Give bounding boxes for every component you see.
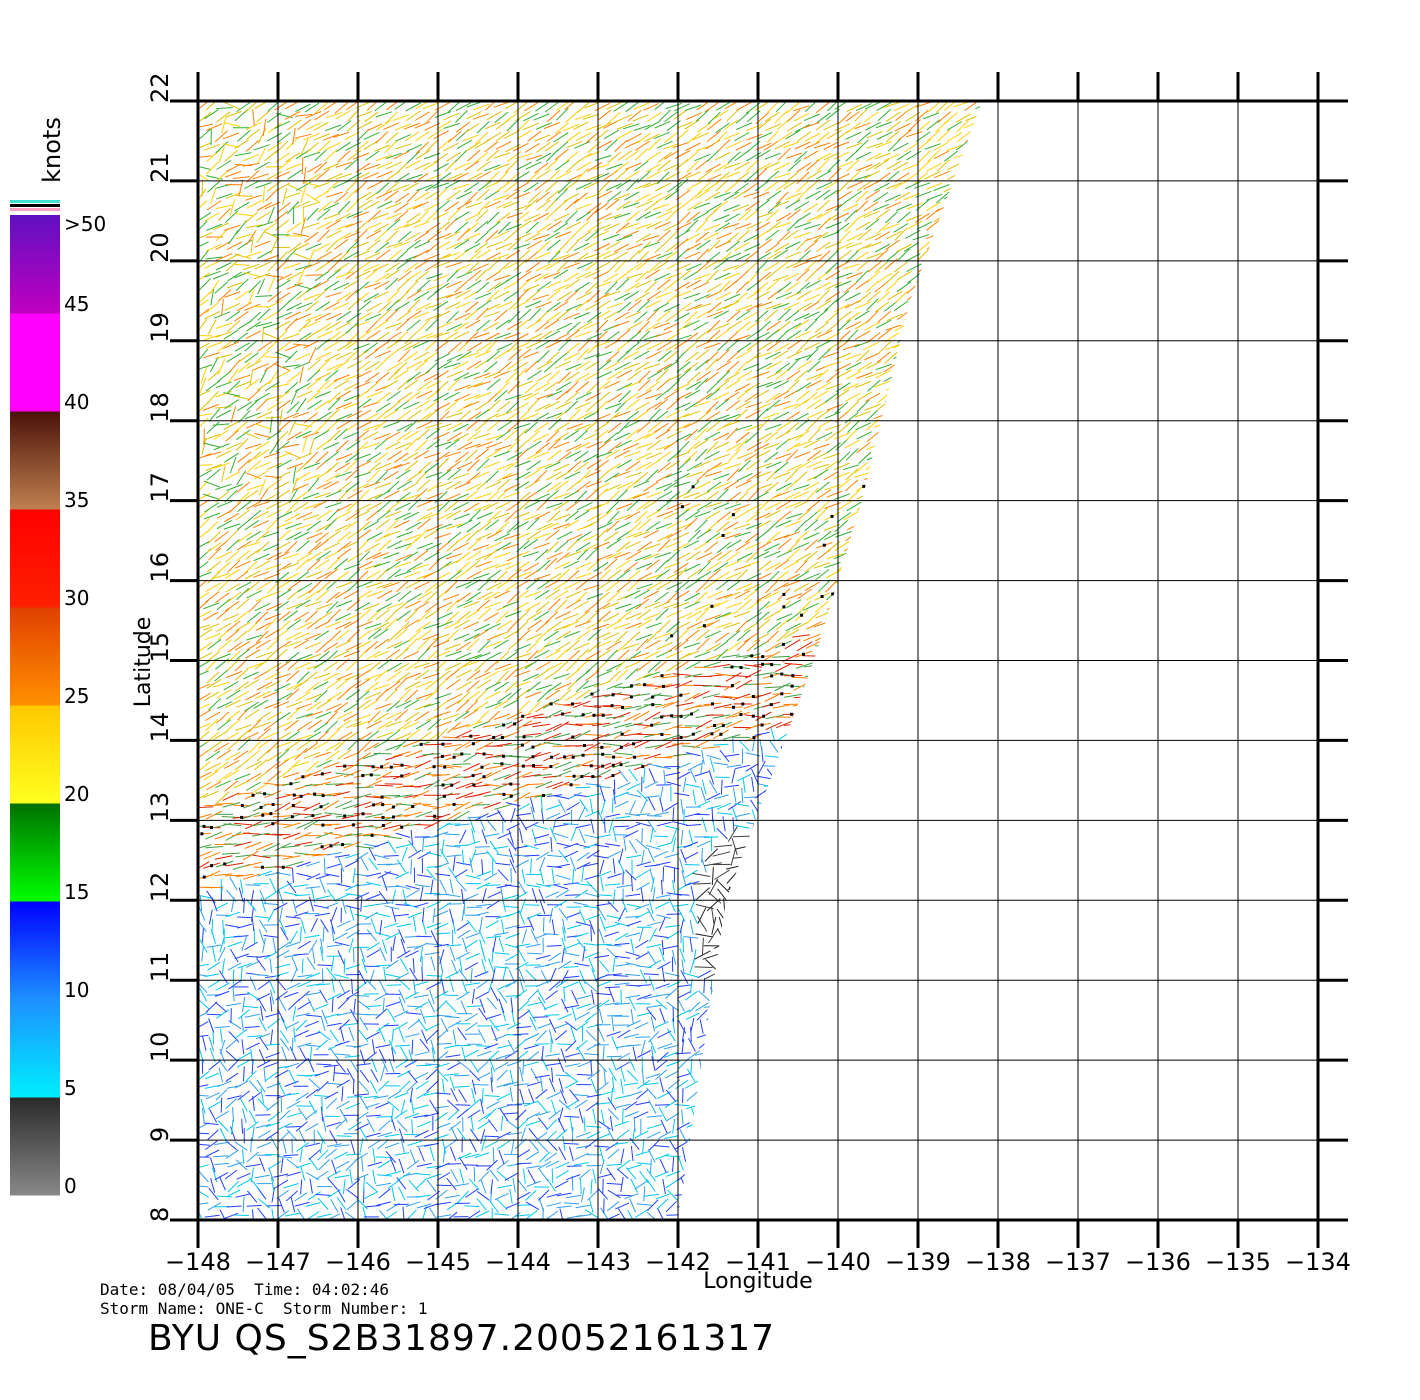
lat-tick-label: 16 [146, 552, 174, 583]
colorbar-over-label: >50 [64, 212, 106, 236]
storm-info-line: Storm Name: ONE-C Storm Number: 1 [100, 1299, 428, 1318]
colorbar-tick-label: 20 [64, 782, 89, 806]
lat-tick-label: 10 [146, 1032, 174, 1063]
lat-lon-grid [170, 72, 1348, 1248]
colorbar-unit-label: knots [38, 117, 66, 183]
colorbar-band-45-50 [10, 215, 60, 314]
product-title: BYU QS_S2B31897.20052161317 [148, 1318, 776, 1359]
colorbar-band-0-5 [10, 1097, 60, 1196]
lon-tick-label: −140 [805, 1248, 871, 1276]
colorbar-band-25-30 [10, 607, 60, 706]
lat-tick-label: 9 [146, 1127, 174, 1142]
latitude-tick-labels: 8 9 10 11 12 13 14 15 16 17 18 19 20 21 22 [146, 72, 174, 1222]
lat-tick-label: 18 [146, 392, 174, 423]
lat-tick-label: 22 [146, 72, 174, 103]
lon-tick-label: −145 [405, 1248, 471, 1276]
lon-tick-label: −147 [245, 1248, 311, 1276]
lat-tick-label: 11 [146, 952, 174, 983]
colorbar-band-30-35 [10, 509, 60, 608]
lon-tick-label: −141 [725, 1248, 791, 1276]
lat-tick-label: 17 [146, 472, 174, 503]
lon-tick-label: −146 [325, 1248, 391, 1276]
colorbar-tick-label: 10 [64, 978, 89, 1002]
colorbar-tick-label: 5 [64, 1076, 77, 1100]
lat-tick-label: 19 [146, 312, 174, 343]
lat-tick-label: 20 [146, 232, 174, 263]
lon-tick-label: −135 [1205, 1248, 1271, 1276]
colorbar-tick-label: 15 [64, 880, 89, 904]
lat-tick-label: 21 [146, 152, 174, 183]
colorbar-tick-label: 0 [64, 1174, 77, 1198]
lon-tick-label: −139 [885, 1248, 951, 1276]
lon-tick-label: −142 [645, 1248, 711, 1276]
colorbar-band-20-25 [10, 705, 60, 804]
lon-tick-label: −143 [565, 1248, 631, 1276]
lon-tick-label: −137 [1045, 1248, 1111, 1276]
colorbar-tick-label: 25 [64, 684, 89, 708]
colorbar-tick-label: 35 [64, 488, 89, 512]
lon-tick-label: −138 [965, 1248, 1031, 1276]
lat-tick-label: 12 [146, 872, 174, 903]
colorbar-tick-label: 30 [64, 586, 89, 610]
y-axis-label: Latitude [131, 617, 156, 708]
date-time-line: Date: 08/04/05 Time: 04:02:46 [100, 1280, 389, 1299]
lon-tick-label: −134 [1285, 1248, 1351, 1276]
lat-tick-label: 15 [146, 632, 174, 663]
lat-tick-label: 13 [146, 792, 174, 823]
x-axis-label: Longitude [703, 1269, 812, 1294]
colorbar: knots >50 0 5 10 15 20 25 30 35 40 45 [10, 117, 106, 1198]
longitude-tick-labels: −148 −147 −146 −145 −144 −143 −142 −141 −140 −139… [165, 1248, 1351, 1276]
colorbar-cap-stripe [10, 200, 60, 203]
colorbar-tick-label: 45 [64, 292, 89, 316]
colorbar-tick-label: 40 [64, 390, 89, 414]
colorbar-cap-stripe [10, 204, 60, 207]
lon-tick-label: −144 [485, 1248, 551, 1276]
colorbar-band-15-20 [10, 803, 60, 902]
colorbar-band-35-40 [10, 411, 60, 510]
lon-tick-label: −148 [165, 1248, 231, 1276]
colorbar-band-10-15 [10, 901, 60, 1000]
lon-tick-label: −136 [1125, 1248, 1191, 1276]
colorbar-cap-stripe [10, 208, 60, 211]
lat-tick-label: 14 [146, 712, 174, 743]
colorbar-band-40-45 [10, 313, 60, 412]
lat-tick-label: 8 [146, 1207, 174, 1222]
colorbar-band-5-10 [10, 999, 60, 1098]
